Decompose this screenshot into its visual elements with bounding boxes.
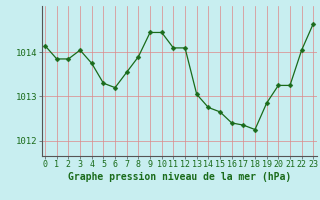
X-axis label: Graphe pression niveau de la mer (hPa): Graphe pression niveau de la mer (hPa)	[68, 172, 291, 182]
